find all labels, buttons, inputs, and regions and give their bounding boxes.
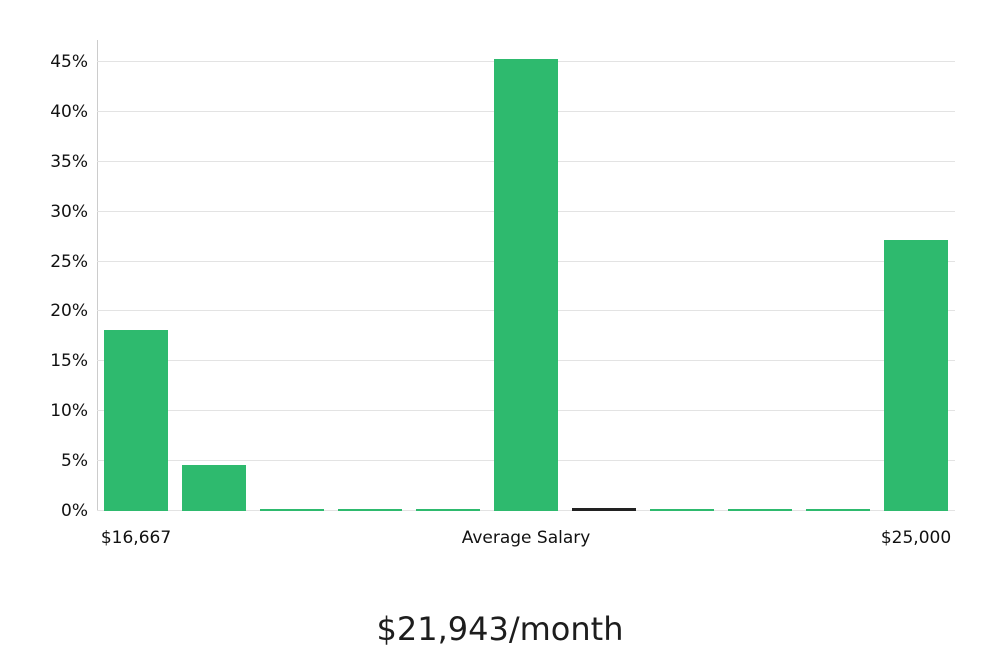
bar [104,330,168,511]
bar [338,509,402,511]
x-axis: $16,667 Average Salary $25,000 [0,528,1000,556]
y-axis-line [97,40,98,511]
y-tick-label: 20% [50,301,88,322]
bar [260,509,324,511]
plot-area [97,40,955,511]
bar [416,509,480,511]
bar [182,465,246,511]
y-tick-label: 0% [61,501,88,521]
y-tick-label: 45% [50,52,88,72]
y-tick-label: 15% [50,351,88,372]
x-tick-label: Average Salary [461,528,591,548]
y-tick-label: 25% [50,251,88,272]
y-tick-label: 5% [61,451,88,472]
y-axis: 0% 5% 10% 15% 20% 25% 30% 35% 40% 45% [0,40,88,521]
bar [728,509,792,511]
x-tick-label: $16,667 [100,528,172,548]
average-marker-bar [572,508,636,511]
x-tick-label: $25,000 [880,528,952,548]
y-tick-label: 10% [50,401,88,422]
bar [884,239,948,511]
y-tick-label: 30% [50,201,88,222]
chart-title: $21,943/month [376,610,624,648]
y-tick-label: 35% [50,151,88,172]
bar [650,509,714,511]
bar [494,59,558,511]
bar [806,509,870,511]
y-tick-label: 40% [50,101,88,122]
